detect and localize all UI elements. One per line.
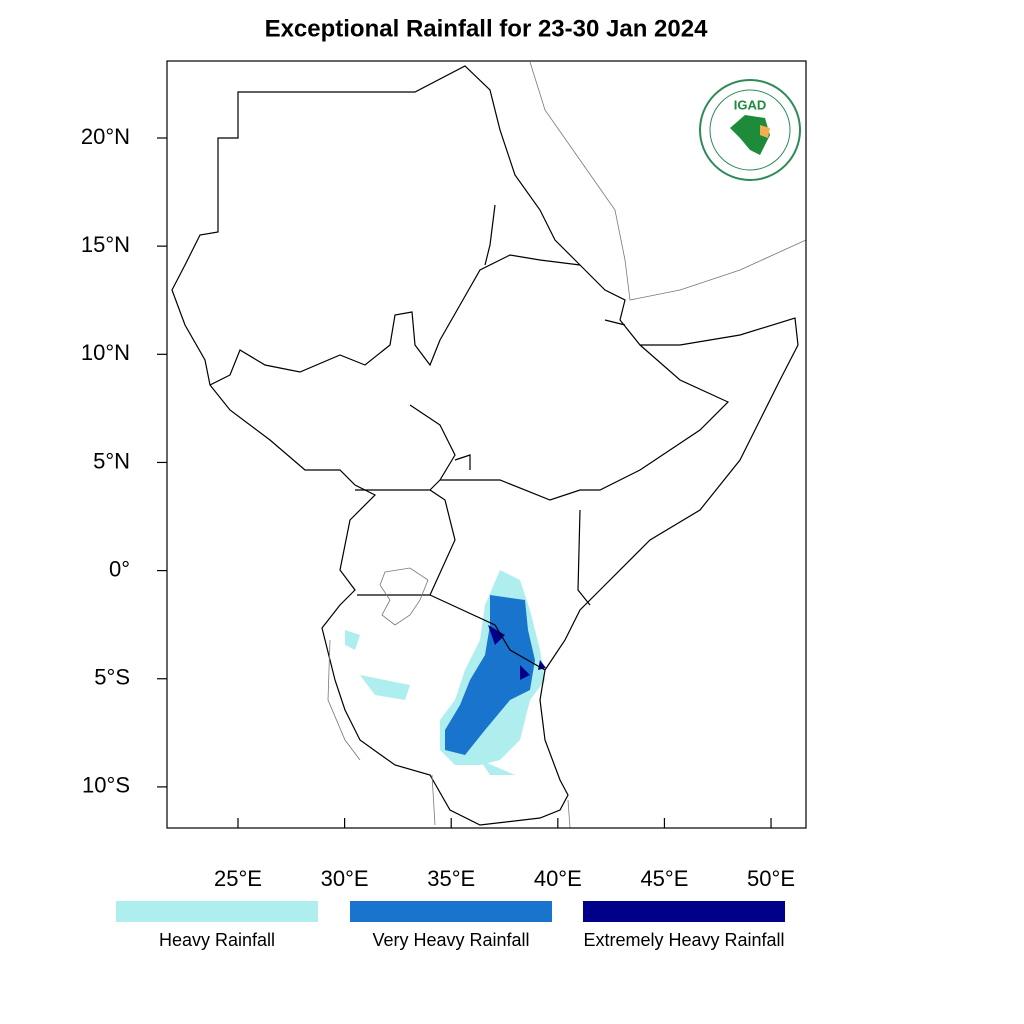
y-tick-label: 15°N — [81, 232, 130, 257]
y-tick-label: 10°N — [81, 340, 130, 365]
igad-logo: IGAD — [699, 79, 801, 181]
logo-text: IGAD — [734, 97, 767, 112]
legend-label: Extremely Heavy Rainfall — [583, 930, 784, 950]
x-tick-label: 50°E — [747, 866, 795, 891]
country-borders — [171, 61, 807, 829]
extremely-heavy-rainfall-area — [488, 625, 546, 680]
axes: 25°E 30°E 35°E 40°E 45°E 50°E 20°N 15°N 10°N 5°N 0… — [81, 124, 795, 891]
lakes-and-coasts — [327, 61, 807, 829]
legend-swatch — [116, 901, 318, 922]
region-outline — [171, 65, 799, 826]
map-frame — [166, 60, 807, 829]
y-tick-label: 0° — [109, 556, 130, 581]
logo-inner-ring — [709, 89, 791, 171]
x-tick-label: 25°E — [214, 866, 262, 891]
map-title: Exceptional Rainfall for 23-30 Jan 2024 — [265, 15, 709, 42]
legend-label: Very Heavy Rainfall — [372, 930, 529, 950]
very-heavy-rainfall-area — [445, 595, 535, 755]
y-tick-label: 10°S — [82, 773, 130, 798]
legend-swatch — [583, 901, 785, 922]
x-tick-label: 30°E — [321, 866, 369, 891]
legend-swatch — [350, 901, 552, 922]
x-tick-label: 35°E — [427, 866, 475, 891]
legend-label: Heavy Rainfall — [159, 930, 275, 950]
y-tick-label: 5°N — [93, 448, 130, 473]
internal-borders — [209, 204, 730, 671]
logo-igad-region — [760, 125, 770, 138]
rainfall-areas — [345, 570, 546, 775]
legend: Heavy Rainfall Very Heavy Rainfall Extreme… — [116, 901, 785, 950]
x-tick-label: 40°E — [534, 866, 582, 891]
y-tick-label: 5°S — [94, 665, 130, 690]
x-tick-label: 45°E — [640, 866, 688, 891]
y-tick-label: 20°N — [81, 124, 130, 149]
